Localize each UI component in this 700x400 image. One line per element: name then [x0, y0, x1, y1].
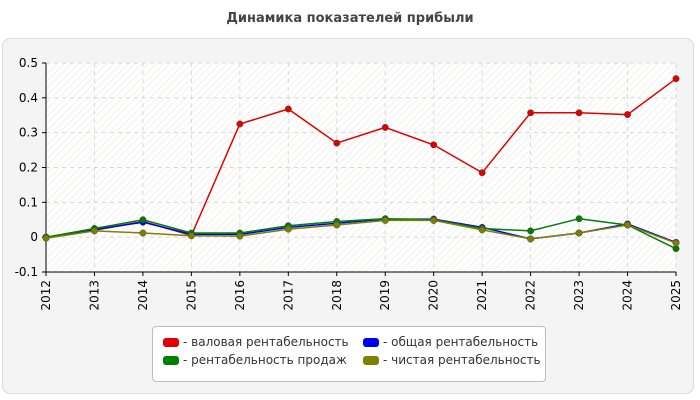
y-tick-label: 0.2 — [19, 161, 38, 175]
data-point — [284, 225, 292, 233]
data-point — [333, 221, 341, 229]
data-point — [575, 109, 583, 117]
legend-label-gross: - валовая рентабельность — [183, 335, 349, 349]
legend-label-sales: - рентабельность продаж — [183, 353, 347, 367]
x-tick-label: 2023 — [572, 280, 586, 311]
series-line-2 — [45, 217, 677, 250]
data-point — [333, 139, 341, 147]
data-point — [91, 227, 98, 235]
legend-item-gross: - валовая рентабельность — [163, 335, 349, 349]
legend-swatch-gross — [163, 337, 179, 347]
data-point — [624, 111, 631, 119]
data-point — [381, 216, 389, 224]
data-point — [139, 229, 147, 237]
x-tick-label: 2024 — [621, 280, 635, 311]
data-point — [284, 105, 292, 113]
x-tick-label: 2019 — [378, 280, 392, 311]
data-point — [575, 215, 583, 223]
x-tick-label: 2012 — [39, 280, 53, 311]
y-tick-label: 0.3 — [19, 126, 38, 140]
legend-item-net: - чистая рентабельность — [363, 353, 541, 367]
data-point — [527, 227, 535, 235]
x-tick-label: 2016 — [233, 280, 247, 311]
legend-swatch-net — [363, 355, 379, 365]
x-tick-label: 2025 — [669, 280, 683, 311]
chart-legend: - валовая рентабельность - общая рентабе… — [152, 326, 546, 382]
data-point — [381, 123, 389, 131]
y-tick-label: 0.5 — [19, 56, 38, 70]
legend-item-total: - общая рентабельность — [363, 335, 538, 349]
y-tick-label: 0 — [30, 230, 38, 244]
chart-title: Динамика показателей прибыли — [226, 11, 474, 26]
x-tick-label: 2013 — [87, 280, 101, 311]
data-point — [187, 232, 195, 240]
legend-swatch-total — [363, 337, 379, 347]
data-point — [478, 169, 486, 177]
x-tick-label: 2021 — [475, 280, 489, 311]
series-line-3 — [45, 219, 677, 244]
x-tick-label: 2020 — [427, 280, 441, 311]
x-tick-label: 2018 — [330, 280, 344, 311]
data-point — [527, 235, 535, 243]
x-tick-label: 2014 — [136, 280, 150, 311]
data-point — [430, 216, 438, 224]
data-point — [430, 141, 438, 149]
legend-label-total: - общая рентабельность — [383, 335, 539, 349]
data-point — [672, 75, 680, 83]
data-point — [139, 216, 147, 224]
legend-swatch-sales — [163, 355, 179, 365]
x-tick-label: 2015 — [184, 280, 198, 311]
y-tick-label: 0.1 — [19, 195, 38, 209]
data-point — [575, 229, 583, 237]
data-point — [478, 226, 486, 234]
data-point — [42, 234, 50, 242]
data-point — [624, 221, 631, 229]
legend-item-sales: - рентабельность продаж — [163, 353, 347, 367]
data-point — [236, 232, 244, 240]
legend-label-net: - чистая рентабельность — [383, 353, 541, 367]
x-tick-label: 2017 — [281, 280, 295, 311]
data-point — [236, 120, 244, 128]
data-point — [672, 239, 680, 247]
y-tick-label: -0.1 — [15, 265, 38, 279]
data-point — [527, 109, 535, 117]
x-tick-label: 2022 — [524, 280, 538, 311]
y-tick-label: 0.4 — [19, 91, 38, 105]
